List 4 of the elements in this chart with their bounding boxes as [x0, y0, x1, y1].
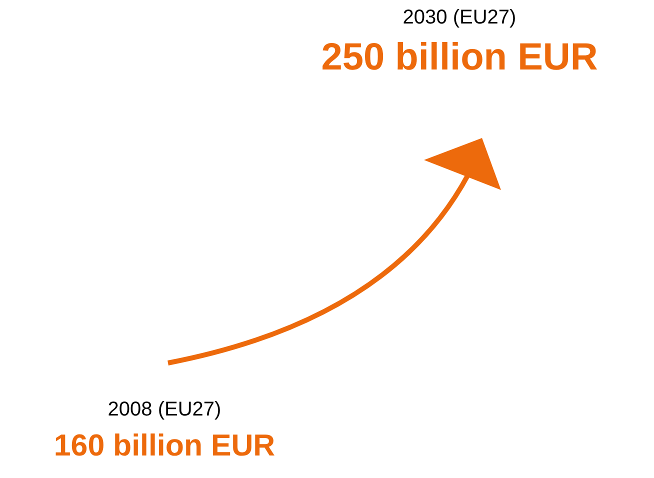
category-label: 2008 (EU27): [108, 398, 222, 421]
category-label: 2030 (EU27): [402, 6, 516, 29]
data-label: 250 billion EUR: [321, 36, 598, 78]
data-label: 160 billion EUR: [54, 428, 276, 463]
